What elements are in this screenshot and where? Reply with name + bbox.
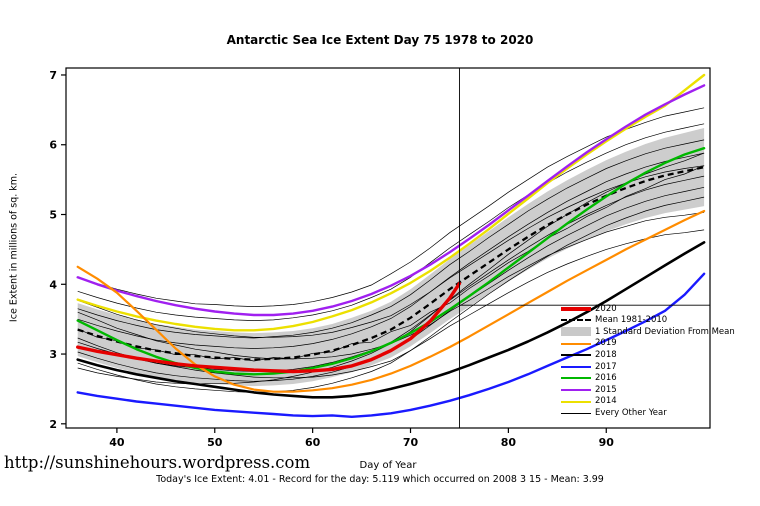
y-tick-label: 2 [49,418,57,431]
legend-label: 2014 [595,396,617,407]
legend-item-2015: 2015 [561,384,735,396]
x-tick-label: 80 [501,436,517,449]
legend-swatch [561,365,591,368]
other-year-line [77,139,705,339]
chart-title: Antarctic Sea Ice Extent Day 75 1978 to … [226,33,534,47]
other-year-line [77,123,705,321]
legend-item-2018: 2018 [561,349,735,361]
source-url-link[interactable]: http://sunshinehours.wordpress.com [4,453,311,472]
legend-label: 2016 [595,373,617,384]
std-dev-band [77,128,705,387]
legend-label: 2019 [595,338,617,349]
legend: 2020 Mean 1981-2010 1 Standard Deviation F… [561,303,735,419]
legend-item-2017: 2017 [561,361,735,373]
y-tick-label: 6 [49,139,57,152]
legend-line [561,354,591,357]
x-tick-label: 50 [207,436,223,449]
legend-line [561,388,591,391]
legend-line [561,400,591,403]
legend-item-2014: 2014 [561,396,735,408]
legend-swatch [561,354,591,357]
other-year-line [77,152,705,349]
x-axis-label: Day of Year [359,460,417,471]
legend-swatch [561,327,591,337]
legend-item-mean-1981-2010: Mean 1981-2010 [561,315,735,327]
series-2018-line [76,241,706,399]
legend-item-2020: 2020 [561,303,735,315]
y-axis-label: Ice Extent in millions of sq. km. [8,172,20,323]
other-year-line [77,165,705,338]
y-tick-label: 3 [49,348,57,361]
legend-swatch [561,388,591,391]
y-tick-label: 7 [49,69,57,82]
legend-item-every-other-year: Every Other Year [561,407,735,419]
legend-label: Every Other Year [595,407,667,418]
x-tick-label: 40 [109,436,125,449]
legend-line [561,306,591,311]
footer-stats-caption: Today's Ice Extent: 4.01 - Record for th… [156,474,604,485]
legend-line [561,365,591,368]
y-tick-label: 5 [49,209,57,222]
x-tick-label: 70 [403,436,419,449]
legend-swatch [561,400,591,403]
other-year-line [77,229,705,379]
legend-label: 2015 [595,384,617,395]
series-2015-line [76,84,706,317]
legend-label: Mean 1981-2010 [595,315,668,326]
legend-item-2016: 2016 [561,373,735,385]
x-tick-label: 90 [599,436,615,449]
legend-line [561,377,591,380]
legend-swatch [561,306,591,311]
legend-line [561,319,591,322]
other-year-line [77,107,705,307]
legend-item-2019: 2019 [561,338,735,350]
legend-swatch [561,377,591,380]
legend-swatch [561,342,591,345]
x-tick-label: 60 [305,436,321,449]
legend-item-1-standard-deviation-from-mean: 1 Standard Deviation From Mean [561,326,735,338]
legend-label: 2018 [595,349,617,360]
legend-line [561,412,591,414]
series-2020-line [75,281,462,374]
legend-label: 2017 [595,361,617,372]
legend-label: 1 Standard Deviation From Mean [595,326,735,337]
y-tick-label: 4 [49,278,57,291]
legend-label: 2020 [595,303,617,314]
mean-line [77,165,705,361]
legend-swatch [561,319,591,322]
plot-border [65,67,711,429]
series-2019-line [76,209,706,393]
series-2014-line [76,73,706,332]
legend-line [561,342,591,345]
other-year-line [77,196,705,393]
legend-swatch [561,412,591,414]
series-2017-line [76,272,706,418]
